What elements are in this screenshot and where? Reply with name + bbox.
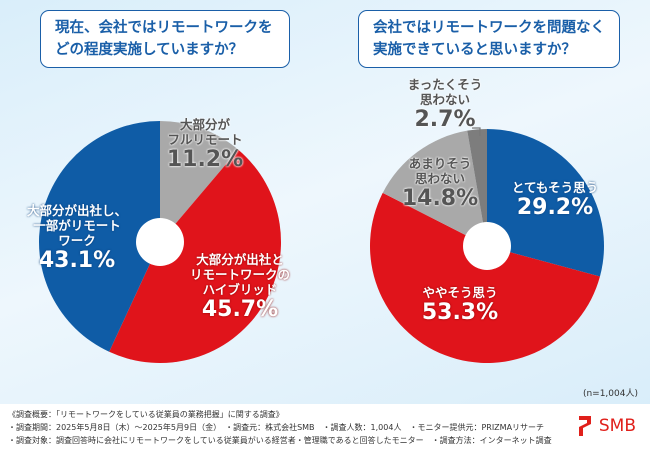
smb-logo-icon bbox=[578, 416, 591, 436]
label-somewhat-disagree: あまりそう 思わない 14.8% bbox=[401, 156, 479, 211]
pie-slice-2 bbox=[370, 192, 600, 363]
label-strongly-agree: とてもそう思う 29.2% bbox=[511, 180, 599, 220]
leader-line bbox=[472, 127, 481, 136]
pie-slice-1 bbox=[160, 121, 239, 242]
pie-chart-2 bbox=[370, 129, 604, 363]
question-1-title: 現在、会社ではリモートワークをどの程度実施していますか？ bbox=[40, 10, 290, 68]
pie-center-hole bbox=[136, 218, 184, 266]
pie-slice-1 bbox=[487, 129, 604, 277]
question-2-title: 会社ではリモートワークを問題なく実施できていると思いますか？ bbox=[358, 10, 620, 68]
pie-center-hole bbox=[463, 222, 511, 270]
survey-overview: 《調査概要：「リモートワークをしている従業員の業務把握」に関する調査》 bbox=[8, 410, 284, 419]
label-somewhat-agree: ややそう思う 53.3% bbox=[421, 285, 499, 325]
pie-slice-2 bbox=[109, 149, 281, 363]
label-hybrid: 大部分が出社と リモートワークの ハイブリッド 45.7% bbox=[189, 252, 290, 322]
sample-size: (n=1,004人) bbox=[582, 389, 638, 399]
survey-details-2: ・調査対象：調査回答時に会社にリモートワークをしている従業員がいる経営者・管理職… bbox=[8, 436, 552, 445]
label-mostly-office: 大部分が出社し、 一部がリモート ワーク 43.1% bbox=[26, 203, 127, 273]
label-full-remote: 大部分が フルリモート 11.2% bbox=[166, 117, 244, 172]
footer: 《調査概要：「リモートワークをしている従業員の業務把握」に関する調査》 ・調査期… bbox=[0, 404, 650, 450]
label-strongly-disagree: まったくそう 思わない 2.7% bbox=[407, 77, 483, 132]
pie-chart-1 bbox=[38, 121, 281, 363]
pie-slice-3 bbox=[38, 121, 160, 352]
pie-slice-3 bbox=[382, 130, 487, 246]
survey-details-1: ・調査期間：2025年5月8日（木）～2025年5月9日（金） ・調査元：株式会… bbox=[8, 423, 545, 432]
smb-logo: SMB bbox=[575, 414, 636, 438]
pie-slice-4 bbox=[467, 129, 487, 246]
